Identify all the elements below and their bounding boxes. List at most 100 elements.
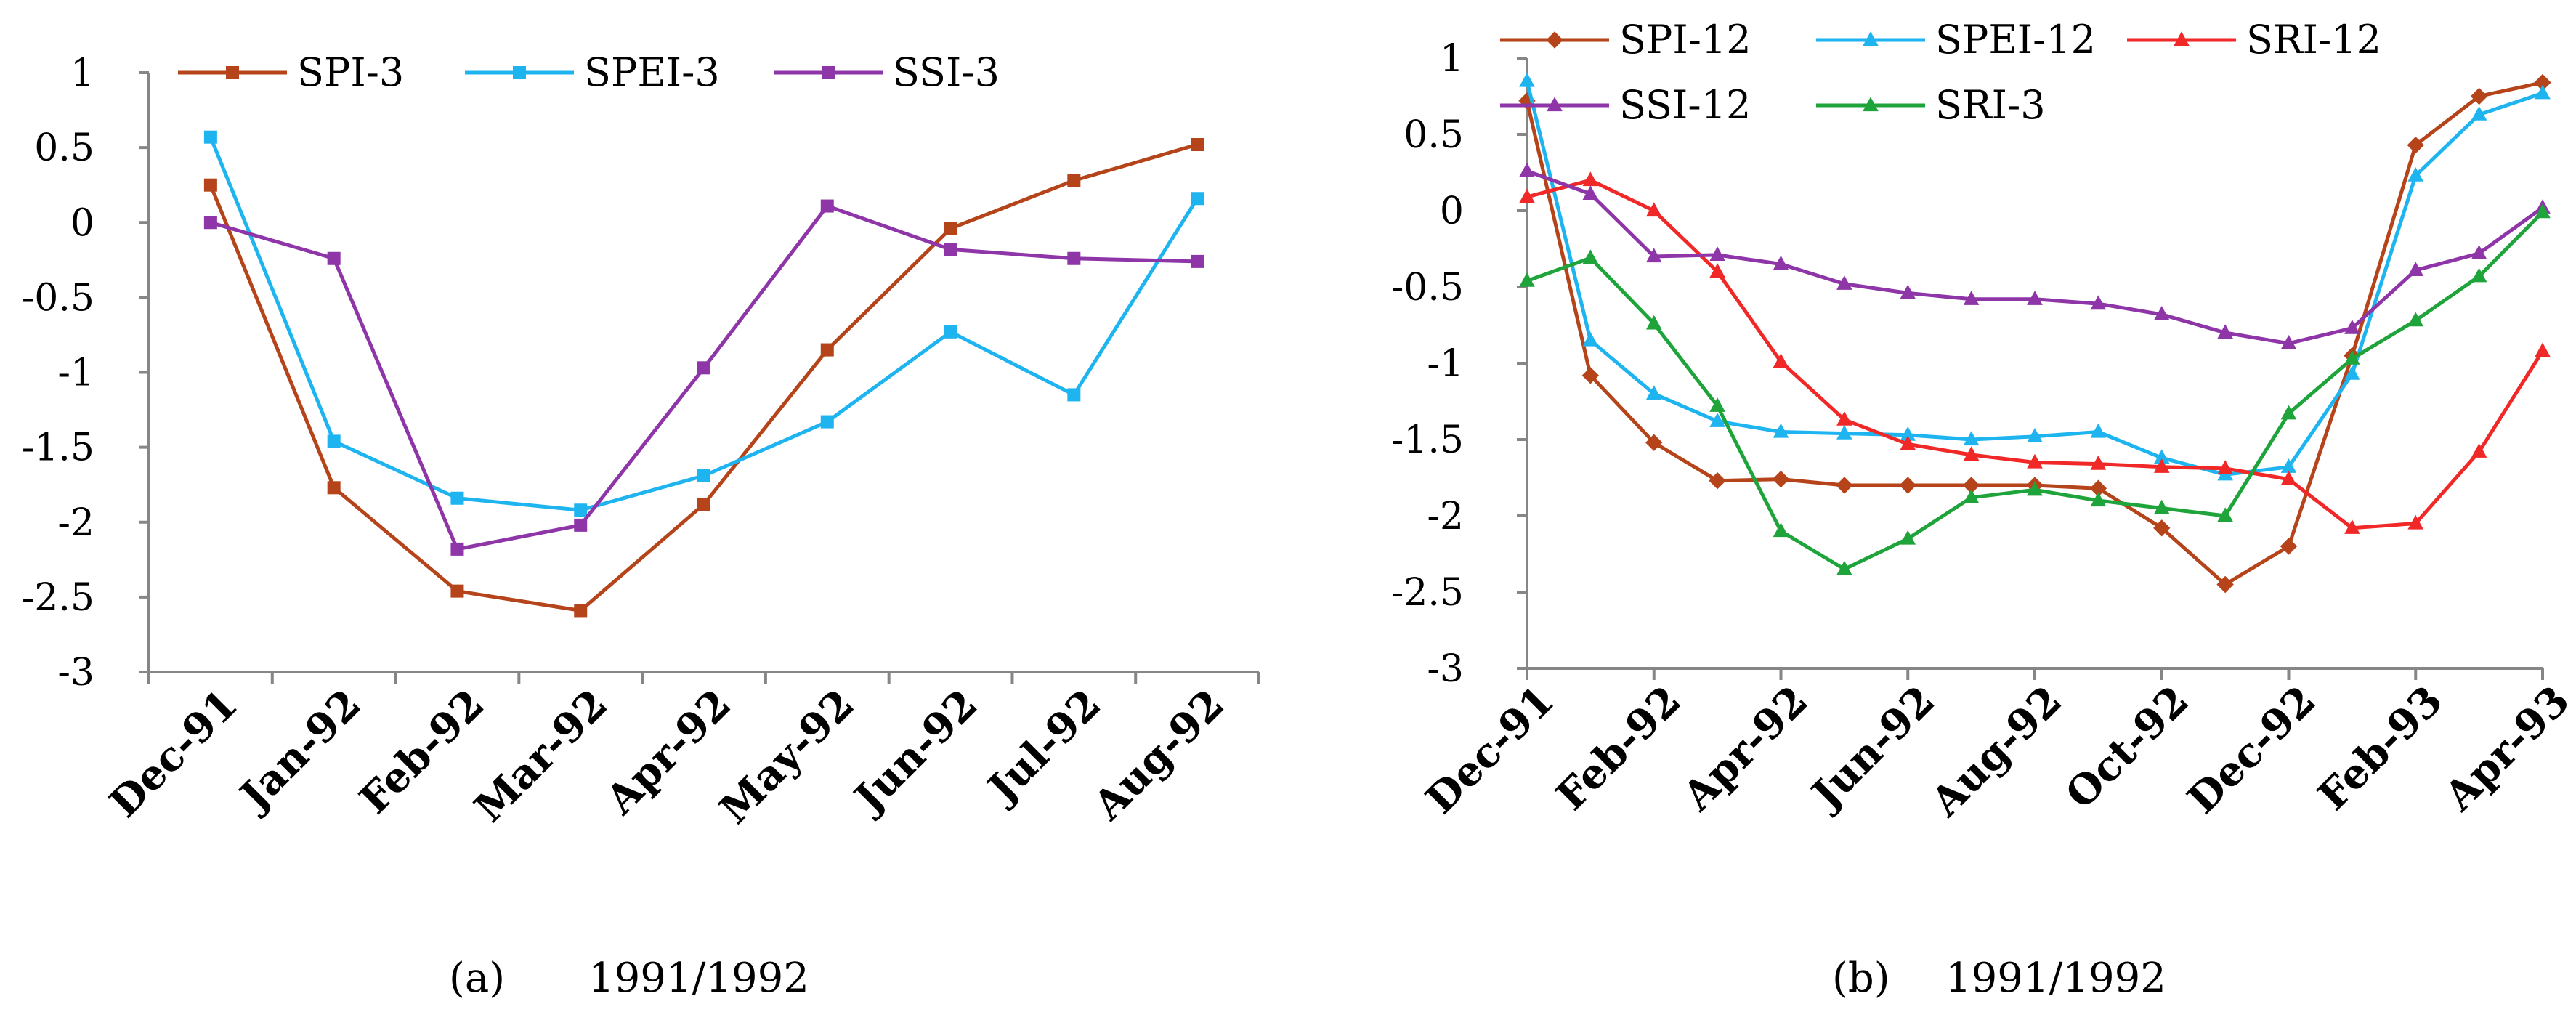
panel-a-series-ssi-3 (203, 199, 1204, 556)
panel-a-legend-item: SSI-3 (774, 49, 1000, 95)
panel-b-data-point (2471, 267, 2487, 283)
panel-a-series-line (208, 136, 1199, 512)
panel-b-series-line (1525, 81, 2543, 586)
panel-b-data-point (1900, 284, 1916, 299)
panel-a-data-point (574, 518, 588, 532)
panel-b-legend-label: SSI-12 (1619, 82, 1751, 128)
panel-b-data-point (2280, 458, 2297, 473)
panel-b-data-point (2407, 137, 2424, 154)
panel-b-x-tick-label: Feb-93 (2309, 676, 2452, 819)
panel-a-data-point (697, 361, 710, 375)
panel-a-data-point (697, 469, 710, 482)
panel-b-series-sri-3 (1519, 203, 2551, 575)
panel-b-data-point (1773, 522, 1789, 538)
panel-a-x-tick-label: Mar-92 (466, 680, 617, 832)
panel-a-caption-text: 1991/1992 (588, 955, 809, 1002)
panel-b-data-point (2471, 245, 2487, 259)
panel-b-data-point (1519, 162, 1535, 177)
panel-a-data-point (574, 604, 588, 618)
panel-b-data-point (1900, 530, 1916, 545)
panel-b-x-tick-label: Apr-93 (2435, 676, 2576, 820)
panel-b-data-point (1900, 426, 1916, 441)
panel-b-legend-label: SRI-3 (1935, 82, 2046, 128)
panel-b-data-point (1645, 434, 1663, 451)
panel-b-data-point (1836, 477, 1853, 494)
panel-a-series-line (208, 142, 1198, 612)
panel-a-legend-marker (822, 66, 835, 79)
panel-a-series-spi-3 (203, 138, 1204, 618)
panel-b-y-tick-label: 0.5 (1404, 113, 1464, 157)
panel-a-y-tick-label: -3 (57, 651, 94, 695)
panel-b-data-point (1582, 249, 1599, 264)
panel-a-data-point (820, 343, 834, 357)
panel-b-data-point (1899, 477, 1916, 494)
panel-b-data-point (1709, 413, 1725, 427)
panel-a-y-tick-label: 0.5 (34, 126, 94, 170)
panel-a-data-point (944, 325, 957, 339)
panel-b-data-point (2217, 460, 2233, 474)
panel-a-legend: SPI-3 SPEI-3 SSI-3 (178, 49, 1000, 95)
panel-b-legend: SPI-12 SPEI-12 SRI-12 SSI-12 SRI-3 (1500, 17, 2381, 128)
panel-b-data-point (1519, 188, 1535, 203)
panel-a-y-tick-label: 0 (70, 201, 94, 245)
panel-b-data-point (2090, 295, 2107, 310)
panel-b-legend-item: SRI-12 (2127, 17, 2381, 62)
panel-b-x-tick-label: Jun-92 (1800, 676, 1944, 820)
panel-b-data-point (2153, 499, 2170, 514)
panel-a-data-point (944, 222, 957, 235)
panel-b-legend-marker (1863, 97, 1879, 112)
panel-b-data-point (2153, 458, 2170, 473)
panel-a-data-point (697, 498, 710, 511)
panel-b-chart: 10.50-0.5-1-1.5-2-2.5-3Dec-91Feb-92Apr-9… (1391, 17, 2576, 1002)
panel-b-y-tick-label: -2.5 (1391, 571, 1464, 615)
panel-b-data-point (1645, 385, 1662, 400)
panel-b-data-point (2153, 306, 2170, 320)
panel-a-data-point (1191, 192, 1204, 206)
panel-b-data-point (2407, 262, 2424, 276)
panel-b-x-tick-label: Dec-91 (1417, 676, 1563, 823)
panel-b-data-point (2471, 443, 2487, 458)
panel-b-legend-item: SPEI-12 (1816, 17, 2096, 62)
panel-b-data-point (1518, 92, 1536, 110)
panel-b-data-point (2217, 324, 2233, 339)
panel-a-legend-label: SPEI-3 (584, 49, 720, 95)
panel-b-x-tick-label: Feb-92 (1547, 676, 1690, 819)
panel-b-data-point (2217, 507, 2233, 522)
panel-a-legend-marker (226, 66, 239, 79)
panel-b-data-point (2344, 350, 2360, 365)
panel-b-data-point (2027, 453, 2043, 469)
panel-b-data-point (2535, 342, 2551, 357)
panel-b-legend-marker (1863, 31, 1879, 46)
panel-b-data-point (1582, 331, 1599, 347)
panel-a-legend-label: SPI-3 (297, 49, 404, 95)
panel-a-data-point (1191, 138, 1204, 151)
panel-a-legend-label: SSI-3 (893, 49, 1000, 95)
panel-b-data-point (1836, 275, 1852, 290)
panel-b-data-point (2344, 320, 2360, 334)
panel-b-data-point (2471, 106, 2487, 121)
panel-b-data-point (2344, 365, 2360, 380)
panel-b-x-tick-label: Aug-92 (1921, 676, 2071, 826)
panel-b-data-point (1519, 272, 1535, 287)
panel-b-plot-area: 10.50-0.5-1-1.5-2-2.5-3Dec-91Feb-92Apr-9… (1391, 37, 2576, 826)
panel-b-y-tick-label: -3 (1427, 647, 1464, 691)
panel-b-y-tick-label: -2 (1427, 495, 1464, 538)
panel-a-plot-area: 10.50-0.5-1-1.5-2-2.5-3Dec-91Jan-92Feb-9… (22, 52, 1260, 833)
panel-b-series-ssi-12 (1519, 162, 2551, 349)
panel-b-series-sri-12 (1519, 171, 2551, 534)
panel-b-data-point (1709, 397, 1725, 412)
panel-b-data-point (2153, 449, 2170, 464)
panel-b-data-point (2534, 73, 2551, 92)
panel-a-y-tick-label: 1 (70, 52, 94, 95)
panel-a-data-point (327, 251, 341, 265)
panel-a-data-point (203, 216, 217, 230)
panel-a-y-tick-label: -1.5 (22, 426, 94, 470)
panel-b-data-point (2407, 312, 2424, 327)
panel-a-data-point (1067, 174, 1081, 187)
panel-a-x-tick-label: Jan-92 (229, 680, 370, 822)
panel-a-label: (a) (449, 955, 505, 1002)
panel-a-y-tick-label: -0.5 (22, 276, 94, 320)
panel-a-data-point (203, 130, 217, 144)
panel-a-legend-item: SPI-3 (178, 49, 404, 95)
panel-a-x-tick-label: Jun-92 (843, 680, 987, 824)
